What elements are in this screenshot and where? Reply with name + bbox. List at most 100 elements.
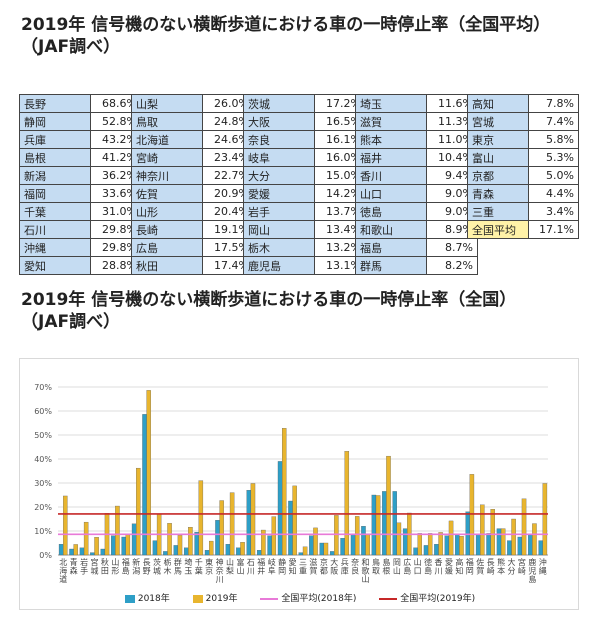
stop-rate-value: 4.4% (528, 184, 579, 203)
bar-2018 (69, 548, 74, 556)
bar-2019 (198, 480, 204, 556)
stop-rate-value: 33.6% (90, 184, 142, 203)
x-tick-label: 福井 (257, 558, 265, 576)
x-tick-label: 秋田 (101, 557, 109, 576)
prefecture-name: 新潟 (19, 166, 91, 185)
table-row: 石川 29.8% (19, 220, 142, 239)
x-tick-label: 徳島 (424, 557, 432, 576)
bar-2018 (538, 540, 543, 556)
chart-canvas: 0% 10% 20% 30% 40% 50% 60% 70% 北海道青森岩手宮城秋田山形福島新潟… (34, 383, 548, 584)
x-tick-label: 大分 (508, 557, 516, 576)
stop-rate-value: 23.4% (202, 148, 254, 167)
x-tick-label: 岐阜 (268, 557, 276, 576)
prefecture-name: 三重 (466, 202, 530, 221)
table-row: 栃木 13.2% (243, 238, 366, 257)
ranking-table-3: 茨城 17.2% 大阪 16.5% 奈良 16.1% 岐阜 16.0% 大分 15.0% 愛媛 14.… (243, 94, 366, 275)
bar-2018 (194, 532, 199, 556)
bar-2019 (354, 516, 360, 556)
bar-2018 (392, 491, 397, 556)
y-tick-label: 50% (34, 431, 52, 440)
x-tick-label: 岡山 (393, 558, 401, 576)
prefecture-name: 鳥取 (131, 112, 203, 131)
table-row: 岐阜 16.0% (243, 148, 366, 167)
prefecture-name: 宮城 (466, 112, 530, 131)
bar-2019 (219, 500, 224, 556)
x-tick-label: 新潟 (132, 557, 140, 576)
table-row: 富山 5.3% (466, 148, 579, 167)
table-row: 佐賀 20.9% (131, 184, 254, 203)
legend-2019: 2019年 (192, 591, 238, 604)
legend-avg-2018-label: 全国平均(2018年) (281, 594, 357, 604)
bar-chart: 0% 10% 20% 30% 40% 50% 60% 70% 北海道 青森 岩手 宮城 秋田 山形 福島 新潟… (19, 358, 579, 610)
x-tick-label: 栃木 (163, 557, 171, 576)
prefecture-name: 島根 (19, 148, 91, 167)
table-row: 千葉 31.0% (19, 202, 142, 221)
prefecture-name: 滋賀 (355, 112, 427, 131)
x-tick-label: 高知 (455, 557, 463, 576)
stop-rate-value: 9.0% (426, 184, 478, 203)
bar-2018 (277, 461, 283, 556)
bar-2018 (163, 551, 168, 556)
table-row: 徳島 9.0% (355, 202, 478, 221)
stop-rate-value: 29.8% (90, 238, 142, 257)
stop-rate-value: 26.0% (202, 94, 254, 113)
prefecture-name: 福島 (355, 238, 427, 257)
table-row: 沖縄 29.8% (19, 238, 142, 257)
legend-2018: 2018年 (124, 591, 170, 604)
table-row: 岡山 13.4% (243, 220, 366, 239)
ranking-title: 2019年 信号機のない横断歩道における車の一時停止率（全国平均） （JAF調べ… (21, 14, 591, 58)
bar-2019 (334, 515, 339, 556)
x-tick-label: 茨城 (153, 557, 161, 576)
stop-rate-value: 9.4% (426, 166, 478, 185)
bar-2019 (146, 390, 151, 556)
stop-rate-value: 5.8% (528, 130, 579, 149)
bar-2018 (173, 545, 179, 556)
legend-avg-2019-line (379, 597, 398, 600)
chart-title-line1: 2019年 信号機のない横断歩道における車の一時停止率（全国） (21, 290, 517, 310)
x-tick-label: 佐賀 (476, 557, 484, 576)
table-row: 福井 10.4% (355, 148, 478, 167)
table-row: 長野 68.6% (19, 94, 142, 113)
bar-2019 (532, 523, 537, 556)
x-tick-label: 山口 (414, 557, 422, 576)
prefecture-name: 兵庫 (19, 130, 91, 149)
bar-2018 (350, 534, 356, 556)
x-tick-label: 福島 (122, 558, 130, 576)
bar-2019 (240, 542, 245, 556)
stop-rate-value: 52.8% (90, 112, 142, 131)
legend-avg-2019-label: 全国平均(2019年) (400, 594, 476, 604)
x-tick-label: 群馬 (174, 557, 182, 576)
prefecture-name: 広島 (131, 238, 203, 257)
bar-2018 (444, 535, 450, 556)
bar-2019 (396, 522, 402, 556)
prefecture-name: 山形 (131, 202, 203, 221)
bar-2019 (438, 532, 443, 556)
prefecture-name: 山梨 (131, 94, 203, 113)
stop-rate-value: 13.7% (314, 202, 366, 221)
bar-2019 (365, 533, 370, 556)
x-tick-label: 島根 (382, 557, 390, 576)
prefecture-name: 山口 (355, 184, 427, 203)
table-row: 鳥取 24.8% (131, 112, 254, 131)
prefecture-name: 岡山 (243, 220, 315, 239)
table-row: 愛知 28.8% (19, 256, 142, 275)
prefecture-name: 群馬 (355, 256, 427, 275)
x-tick-label: 岩手 (80, 557, 88, 576)
stop-rate-value: 8.2% (426, 256, 478, 275)
bar-2019 (500, 528, 506, 556)
bar-2019 (344, 451, 350, 556)
bar-2019 (177, 535, 183, 556)
bar-2019 (302, 546, 308, 556)
bar-2018 (382, 491, 387, 556)
ranking-table-5: 高知 7.8% 宮城 7.4% 東京 5.8% 富山 5.3% 京都 5.0% 青森 4.4% 三重 3.… (466, 94, 579, 239)
table-row: 茨城 17.2% (243, 94, 366, 113)
prefecture-name: 沖縄 (19, 238, 91, 257)
bar-2018 (131, 523, 137, 556)
bar-2018 (215, 520, 220, 556)
bar-2018 (517, 536, 523, 556)
bar-2018 (371, 494, 377, 556)
table-row: 宮城 7.4% (466, 112, 579, 131)
table-row: 全国平均 17.1% (466, 220, 579, 239)
ranking-title-line1: 2019年 信号機のない横断歩道における車の一時停止率（全国平均） (21, 15, 551, 35)
table-row: 山形 20.4% (131, 202, 254, 221)
